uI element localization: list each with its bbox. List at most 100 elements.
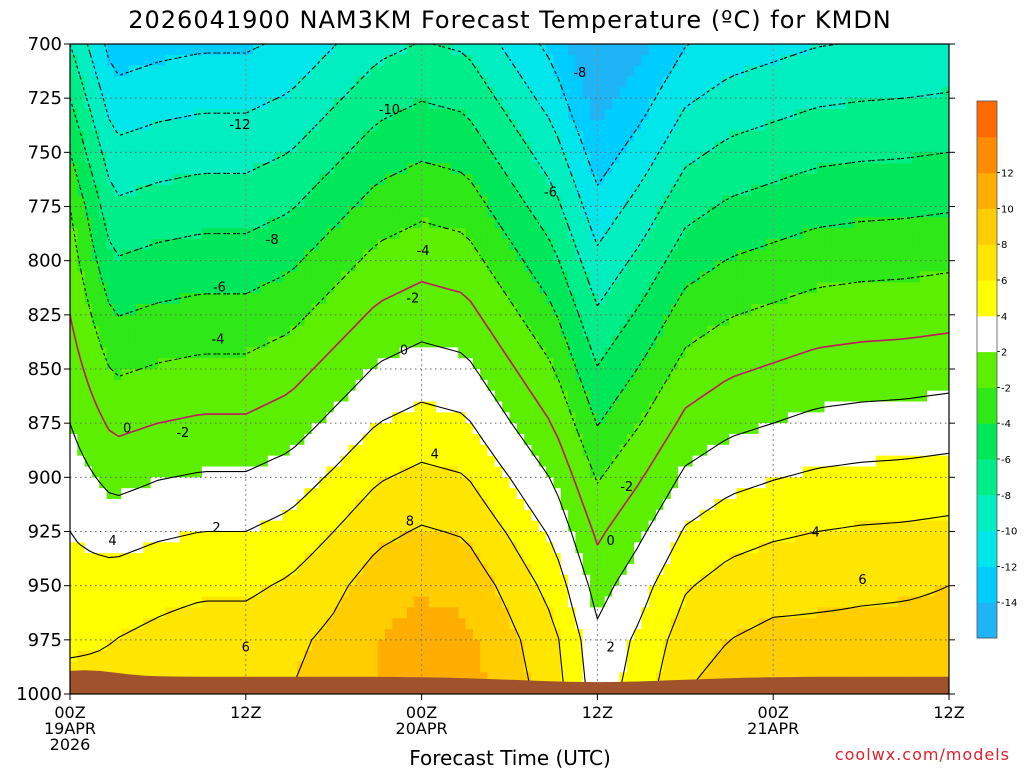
temp-cell [663, 444, 672, 457]
temp-cell [538, 650, 547, 663]
temp-cell [516, 369, 525, 381]
temp-cell [304, 574, 313, 587]
temp-cell [575, 466, 584, 478]
temp-cell [436, 130, 445, 143]
temp-cell [297, 564, 305, 576]
temp-cell [436, 618, 445, 630]
temp-cell [282, 401, 291, 413]
temp-cell [384, 444, 393, 457]
temp-cell [524, 574, 533, 587]
temp-cell [245, 304, 254, 316]
temp-cell [443, 65, 452, 78]
temp-cell [436, 141, 445, 153]
temp-cell [494, 76, 503, 88]
temp-cell [436, 520, 445, 533]
temp-cell [656, 412, 664, 424]
temp-cell [443, 206, 452, 218]
temp-cell [597, 661, 606, 673]
temp-cell [487, 553, 496, 565]
temp-cell [656, 607, 664, 619]
temp-cell [172, 401, 181, 413]
temp-cell [670, 54, 679, 67]
temp-cell [590, 607, 598, 619]
temp-cell [282, 119, 291, 132]
temp-cell [348, 217, 357, 229]
temp-cell [143, 260, 152, 273]
temp-cell [648, 54, 657, 67]
temp-cell [670, 444, 679, 457]
temp-cell [590, 564, 598, 576]
temp-cell [70, 314, 78, 327]
temp-cell [121, 336, 130, 348]
temp-cell [604, 650, 613, 663]
temp-cell [450, 618, 459, 630]
temp-cell [450, 271, 459, 283]
temp-cell [553, 466, 562, 478]
temp-cell [150, 574, 159, 587]
temp-cell [84, 87, 93, 99]
temp-cell [590, 661, 598, 673]
temp-cell [121, 98, 130, 110]
temp-cell [428, 260, 437, 273]
temp-cell [575, 542, 584, 554]
temp-cell [626, 672, 635, 684]
temp-cell [179, 661, 188, 673]
temp-cell [150, 271, 159, 283]
temp-cell [91, 44, 100, 56]
temp-cell [91, 98, 100, 110]
temp-cell [150, 531, 159, 543]
temp-cell [135, 466, 144, 478]
temp-cell [135, 499, 144, 511]
temp-cell [187, 98, 196, 110]
temp-cell [590, 574, 598, 587]
temp-cell [619, 314, 628, 327]
temp-cell [282, 423, 291, 435]
temp-cell [70, 54, 78, 67]
temp-cell [428, 65, 437, 78]
temp-cell [245, 379, 254, 392]
temp-cell [245, 661, 254, 673]
temp-cell [121, 661, 130, 673]
temp-cell [282, 596, 291, 608]
temp-cell [436, 564, 445, 576]
temp-cell [179, 542, 188, 554]
temp-cell [384, 249, 393, 262]
temp-cell [231, 444, 240, 457]
temp-cell [267, 369, 276, 381]
temp-cell [480, 379, 489, 392]
temp-cell [70, 629, 78, 641]
temp-cell [502, 607, 511, 619]
temp-cell [634, 369, 642, 381]
temp-cell [157, 369, 166, 381]
temp-cell [590, 98, 598, 110]
temp-cell [187, 217, 196, 229]
temp-cell [626, 423, 635, 435]
temp-cell [91, 455, 100, 468]
temp-cell [384, 347, 393, 359]
temp-cell [91, 87, 100, 99]
temp-cell [399, 499, 408, 511]
temp-cell [428, 325, 437, 338]
temp-cell [641, 596, 650, 608]
temp-cell [99, 574, 108, 587]
temp-cell [582, 379, 591, 392]
temp-cell [209, 379, 218, 392]
temp-cell [84, 629, 93, 641]
temp-cell [70, 347, 78, 359]
temp-cell [641, 607, 650, 619]
temp-cell [406, 184, 415, 197]
temp-cell [480, 607, 489, 619]
temp-cell [370, 347, 379, 359]
temp-cell [355, 260, 364, 273]
temp-cell [509, 206, 518, 218]
temp-cell [392, 477, 401, 489]
temp-cell [245, 434, 254, 446]
temp-cell [311, 444, 320, 457]
temp-cell [641, 54, 650, 67]
temp-cell [443, 531, 452, 543]
temp-cell [209, 206, 218, 218]
temp-cell [341, 618, 349, 630]
temp-cell [641, 509, 650, 522]
temp-cell [157, 401, 166, 413]
temp-cell [648, 564, 657, 576]
